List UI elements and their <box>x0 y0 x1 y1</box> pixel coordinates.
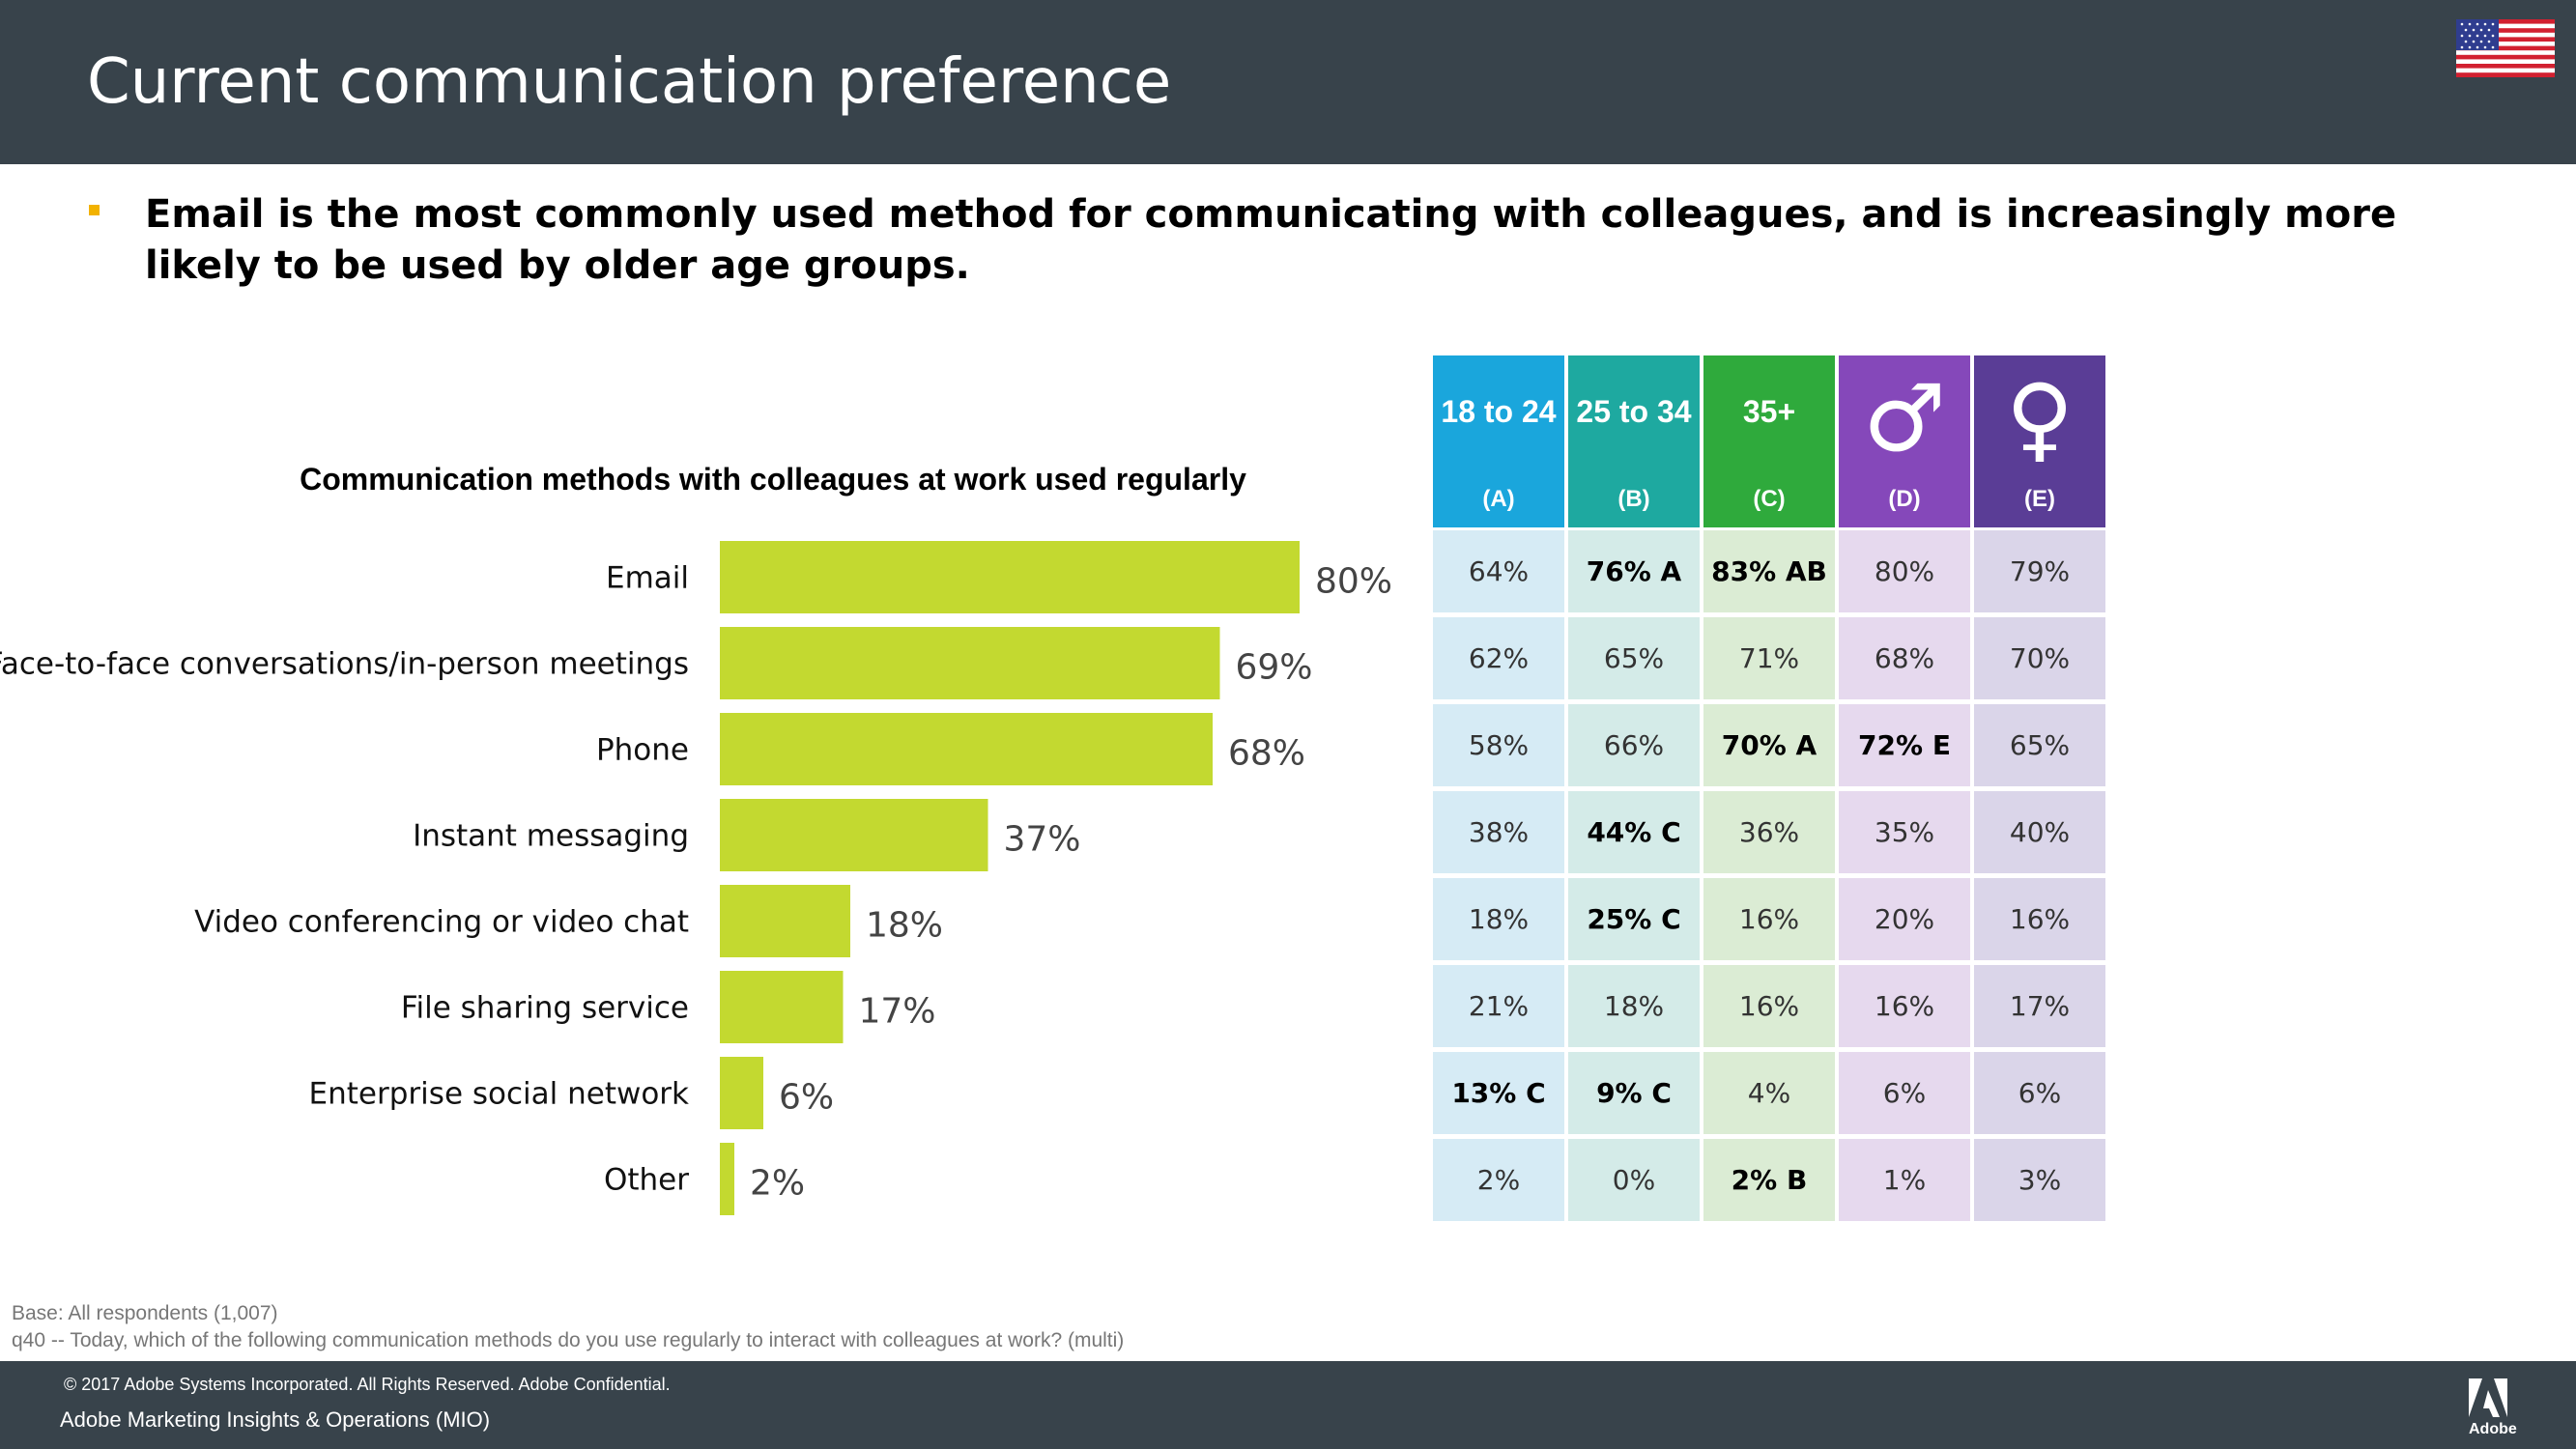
table-cell: 16% <box>1839 965 1970 1047</box>
table-cell: 20% <box>1839 878 1970 960</box>
bar <box>720 713 1213 785</box>
bar-category-label: Email <box>606 561 689 596</box>
bar <box>720 799 988 871</box>
column-header: 25 to 34 (B) <box>1568 355 1700 527</box>
bar-value-label: 17% <box>859 992 936 1032</box>
table-cell: 36% <box>1703 791 1835 873</box>
table-cell: 25% C <box>1568 878 1700 960</box>
table-cell: 64% <box>1433 530 1564 612</box>
column-header: 35+ (C) <box>1703 355 1835 527</box>
table-cell: 16% <box>1703 965 1835 1047</box>
table-cell: 65% <box>1568 617 1700 699</box>
table-cell: 6% <box>1974 1052 2105 1134</box>
bar-category-label: Phone <box>596 733 689 768</box>
table-cell: 18% <box>1433 878 1564 960</box>
table-cell: 6% <box>1839 1052 1970 1134</box>
table-cell: 80% <box>1839 530 1970 612</box>
table-cell: 17% <box>1974 965 2105 1047</box>
table-cell: 2% <box>1433 1139 1564 1221</box>
table-cell: 44% C <box>1568 791 1700 873</box>
footer-bar: © 2017 Adobe Systems Incorporated. All R… <box>0 1361 2576 1449</box>
table-cell: 58% <box>1433 704 1564 786</box>
table-cell: 76% A <box>1568 530 1700 612</box>
bar <box>720 971 844 1043</box>
table-cell: 62% <box>1433 617 1564 699</box>
female-icon: ♀ <box>2005 364 2075 472</box>
page-title: Current communication preference <box>87 46 1172 118</box>
adobe-logo-text: Adobe <box>2469 1421 2517 1437</box>
column-header: ♀ (E) <box>1974 355 2105 527</box>
bar-value-label: 2% <box>750 1164 805 1204</box>
column-label: 25 to 34 <box>1576 394 1692 429</box>
column-letter: (D) <box>1888 486 1921 512</box>
table-cell: 70% A <box>1703 704 1835 786</box>
bar-category-label: Other <box>604 1163 689 1198</box>
bar <box>720 627 1220 699</box>
table-cell: 40% <box>1974 791 2105 873</box>
table-cell: 16% <box>1703 878 1835 960</box>
bar-category-label: File sharing service <box>401 991 689 1026</box>
bar-value-label: 18% <box>866 906 943 946</box>
table-cell: 3% <box>1974 1139 2105 1221</box>
copyright-text: © 2017 Adobe Systems Incorporated. All R… <box>64 1375 671 1394</box>
table-cell: 1% <box>1839 1139 1970 1221</box>
bar-category-label: Face-to-face conversations/in-person mee… <box>0 647 689 682</box>
department-text: Adobe Marketing Insights & Operations (M… <box>60 1407 491 1432</box>
table-cell: 0% <box>1568 1139 1700 1221</box>
base-note: Base: All respondents (1,007) <box>12 1302 278 1324</box>
table-cell: 16% <box>1974 878 2105 960</box>
chart-title: Communication methods with colleagues at… <box>300 462 1246 497</box>
male-icon: ♂ <box>1862 364 1947 472</box>
column-label: 35+ <box>1742 394 1796 429</box>
column-letter: (C) <box>1753 486 1786 512</box>
us-flag-icon <box>2456 19 2555 77</box>
headline-text: Email is the most commonly used method f… <box>145 192 2397 288</box>
bar-category-label: Enterprise social network <box>309 1077 689 1112</box>
table-cell: 66% <box>1568 704 1700 786</box>
table-cell: 72% E <box>1839 704 1970 786</box>
bar-category-label: Video conferencing or video chat <box>194 905 689 940</box>
table-cell: 21% <box>1433 965 1564 1047</box>
table-cell: 38% <box>1433 791 1564 873</box>
bar <box>720 541 1300 613</box>
table-cell: 83% AB <box>1703 530 1835 612</box>
bar-value-label: 6% <box>779 1078 834 1118</box>
table-cell: 68% <box>1839 617 1970 699</box>
column-letter: (E) <box>2024 486 2055 512</box>
table-cell: 4% <box>1703 1052 1835 1134</box>
adobe-logo-icon <box>2469 1378 2507 1417</box>
table-cell: 65% <box>1974 704 2105 786</box>
table-cell: 71% <box>1703 617 1835 699</box>
bar-value-label: 37% <box>1004 820 1081 860</box>
table-cell: 79% <box>1974 530 2105 612</box>
column-header: 18 to 24 (A) <box>1433 355 1564 527</box>
bar-category-label: Instant messaging <box>413 819 689 854</box>
bar <box>720 1143 734 1215</box>
table-cell: 13% C <box>1433 1052 1564 1134</box>
bar-value-label: 80% <box>1315 562 1392 602</box>
table-cell: 35% <box>1839 791 1970 873</box>
bullet-icon <box>89 205 100 215</box>
bar-chart: Email 80% Face-to-face conversations/in-pe… <box>0 541 1392 1215</box>
table-cell: 9% C <box>1568 1052 1700 1134</box>
bar <box>720 885 850 957</box>
column-label: 18 to 24 <box>1441 394 1557 429</box>
question-note: q40 -- Today, which of the following com… <box>12 1329 1125 1351</box>
header-bar: Current communication preference <box>0 0 2576 164</box>
column-letter: (A) <box>1482 486 1515 512</box>
table-cell: 70% <box>1974 617 2105 699</box>
bar-value-label: 69% <box>1236 648 1313 688</box>
column-header: ♂ (D) <box>1839 355 1970 527</box>
column-letter: (B) <box>1617 486 1650 512</box>
bar <box>720 1057 763 1129</box>
bar-value-label: 68% <box>1228 734 1305 774</box>
table-cell: 2% B <box>1703 1139 1835 1221</box>
table-cell: 18% <box>1568 965 1700 1047</box>
